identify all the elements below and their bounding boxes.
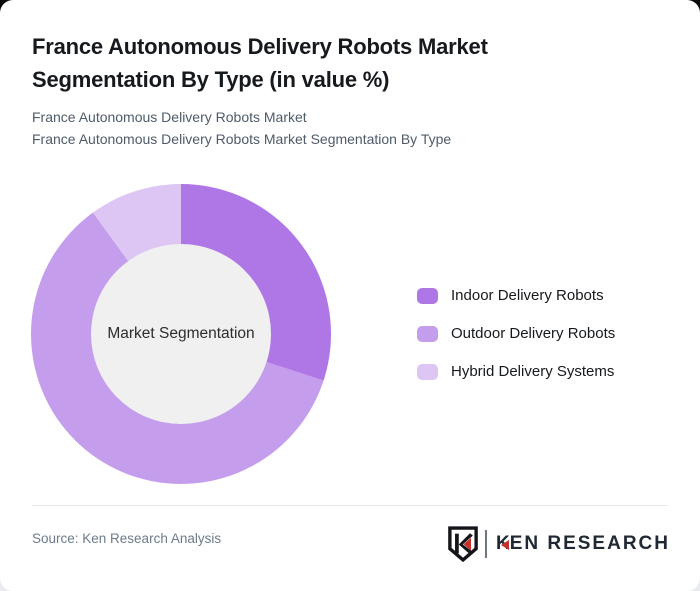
- brand-wordmark: K EN RESEARCH: [496, 533, 670, 555]
- legend-swatch-outdoor: [417, 325, 438, 342]
- legend-swatch-indoor: [417, 287, 438, 304]
- red-triangle-icon: [500, 539, 509, 550]
- donut-center: Market Segmentation: [91, 244, 271, 424]
- subtitle-line-1: France Autonomous Delivery Robots Market: [32, 109, 307, 125]
- chart-legend: Indoor Delivery Robots Outdoor Delivery …: [417, 287, 615, 401]
- legend-item-outdoor: Outdoor Delivery Robots: [417, 325, 615, 342]
- legend-swatch-hybrid: [417, 363, 438, 380]
- footer-divider: [32, 505, 668, 506]
- legend-item-indoor: Indoor Delivery Robots: [417, 287, 615, 304]
- legend-label: Outdoor Delivery Robots: [451, 325, 616, 342]
- subtitle-line-2: France Autonomous Delivery Robots Market…: [32, 131, 452, 147]
- legend-item-hybrid: Hybrid Delivery Systems: [417, 363, 615, 380]
- donut-chart: Market Segmentation: [31, 184, 331, 484]
- page-title: France Autonomous Delivery Robots Market…: [32, 34, 488, 92]
- donut-center-label: Market Segmentation: [107, 325, 255, 342]
- ken-research-logo: K EN RESEARCH: [448, 524, 670, 564]
- logo-separator: [484, 530, 487, 558]
- legend-label: Hybrid Delivery Systems: [451, 363, 615, 380]
- source-text: Source: Ken Research Analysis: [32, 531, 222, 546]
- brand-rest: EN RESEARCH: [509, 533, 670, 554]
- legend-label: Indoor Delivery Robots: [451, 287, 604, 304]
- subtitle-block: France Autonomous Delivery Robots Market…: [32, 106, 451, 150]
- ken-research-badge-icon: [448, 526, 478, 562]
